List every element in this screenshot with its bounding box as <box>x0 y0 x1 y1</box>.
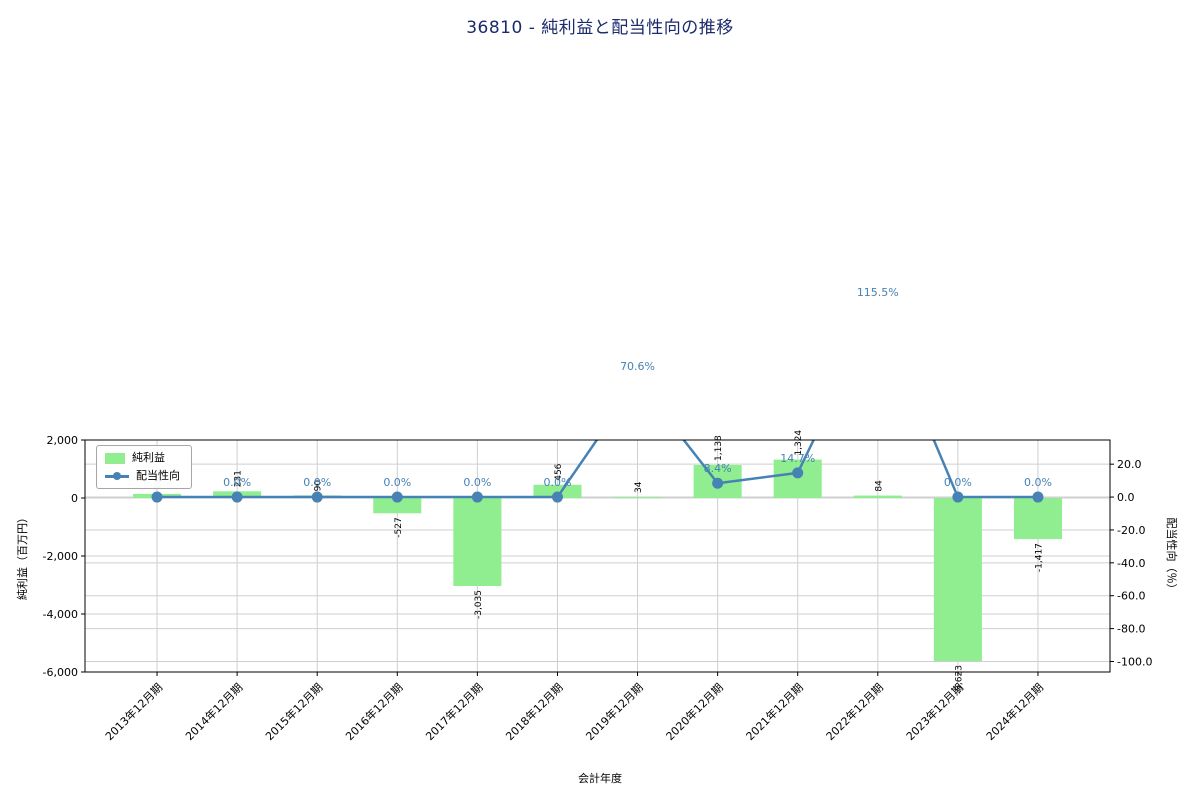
bar <box>453 498 502 587</box>
payout-marker <box>1032 491 1044 503</box>
y-tick-label-right: -100.0 <box>1117 655 1152 668</box>
payout-value-label: 115.5% <box>857 286 899 299</box>
bar <box>533 484 582 498</box>
payout-value-label: 0.0% <box>543 476 571 489</box>
y-tick-label-right: 20.0 <box>1117 458 1142 471</box>
payout-marker <box>151 491 163 503</box>
legend-label-net-income: 純利益 <box>132 451 165 464</box>
payout-marker <box>311 491 323 503</box>
payout-value-label: 0.0% <box>383 476 411 489</box>
y-tick-label-left: 0 <box>71 492 78 505</box>
y-tick-label-left: -4,000 <box>43 608 78 621</box>
x-tick-label: 2021年12月期 <box>743 680 806 743</box>
bar-value-label: 231 <box>234 470 244 487</box>
legend-label-payout: 配当性向 <box>136 469 180 482</box>
bar <box>933 498 982 662</box>
bar-value-label: -527 <box>394 517 404 537</box>
tick-marks <box>81 439 1114 676</box>
tick-labels: 2,000 0 -2,000 -4,000 -6,000 20.0 0.0 -20.0 -40.… <box>43 434 1153 743</box>
legend-item-net-income: 純利益 <box>105 452 180 464</box>
payout-value-label: 0.0% <box>944 476 972 489</box>
x-tick-label: 2014年12月期 <box>182 680 245 743</box>
net-income-swatch-icon <box>105 452 125 464</box>
x-tick-label: 2024年12月期 <box>983 680 1046 743</box>
bar <box>613 497 662 498</box>
payout-marker <box>471 491 483 503</box>
payout-marker <box>792 467 804 479</box>
payout-value-label: 8.4% <box>704 462 732 475</box>
net-income-bars <box>133 459 1062 662</box>
payout-value-label: 0.0% <box>223 476 251 489</box>
bar-value-label: 1,138 <box>714 435 724 461</box>
payout-marker <box>391 491 403 503</box>
payout-marker <box>952 491 964 503</box>
bar-value-label: 1,324 <box>794 430 804 456</box>
y-tick-label-left: -6,000 <box>43 666 78 679</box>
bar-value-label: 34 <box>634 481 644 493</box>
x-tick-label: 2022年12月期 <box>823 680 886 743</box>
y-tick-label-right: -80.0 <box>1117 623 1145 636</box>
legend-item-payout: 配当性向 <box>105 470 180 482</box>
payout-labels: 0.0% 0.0% 0.0% 0.0% 0.0% 0.0% 70.6% 8.4% 14.7% 11… <box>143 286 1052 489</box>
payout-value-label: 70.6% <box>620 360 655 373</box>
x-tick-label: 2019年12月期 <box>583 680 646 743</box>
bar-value-label: 456 <box>554 463 564 480</box>
x-tick-label: 2013年12月期 <box>102 680 165 743</box>
y-tick-label-right: -60.0 <box>1117 590 1145 603</box>
payout-value-label: 0.0% <box>1024 476 1052 489</box>
x-tick-label: 2020年12月期 <box>663 680 726 743</box>
x-tick-label: 2015年12月期 <box>262 680 325 743</box>
x-tick-label: 2017年12月期 <box>423 680 486 743</box>
x-tick-label: 2016年12月期 <box>342 680 405 743</box>
y-tick-label-left: -2,000 <box>43 550 78 563</box>
x-tick-label: 2018年12月期 <box>503 680 566 743</box>
y-tick-label-right: -20.0 <box>1117 524 1145 537</box>
bar <box>773 459 822 498</box>
y-tick-label-left: 2,000 <box>47 434 79 447</box>
y-axis-label-left: 純利益（百万円） <box>16 512 29 600</box>
payout-marker <box>872 302 883 313</box>
bar-value-label: 90 <box>314 480 324 492</box>
bar-value-label: -3,035 <box>474 590 484 619</box>
x-axis-label: 会計年度 <box>578 772 622 785</box>
bar-value-label: 84 <box>874 480 884 492</box>
payout-marker <box>551 491 563 503</box>
bar-labels: 14023190-527-3,035456341,1381,32484-5,62… <box>154 430 1045 695</box>
chart-title: 36810 - 純利益と配当性向の推移 <box>466 18 734 38</box>
payout-value-label: 0.0% <box>303 476 331 489</box>
payout-marker <box>632 375 643 386</box>
bar-value-label: -5,623 <box>954 665 964 694</box>
payout-marker <box>231 491 243 503</box>
legend: 純利益 配当性向 <box>96 445 192 489</box>
payout-marker <box>712 477 724 489</box>
bar-value-label: -1,417 <box>1034 543 1044 572</box>
bar <box>1013 498 1062 540</box>
bar <box>853 495 902 498</box>
y-tick-label-right: -40.0 <box>1117 557 1145 570</box>
x-tick-label: 2023年12月期 <box>903 680 966 743</box>
payout-line-group <box>151 302 1044 503</box>
y-tick-label-right: 0.0 <box>1117 491 1135 504</box>
payout-line-marker-icon <box>105 471 129 482</box>
bar <box>373 498 422 514</box>
payout-line <box>157 440 1038 499</box>
payout-value-label: 14.7% <box>780 452 815 465</box>
payout-value-label: 0.0% <box>463 476 491 489</box>
y-axis-label-right: 配当性向（％） <box>1165 517 1178 595</box>
